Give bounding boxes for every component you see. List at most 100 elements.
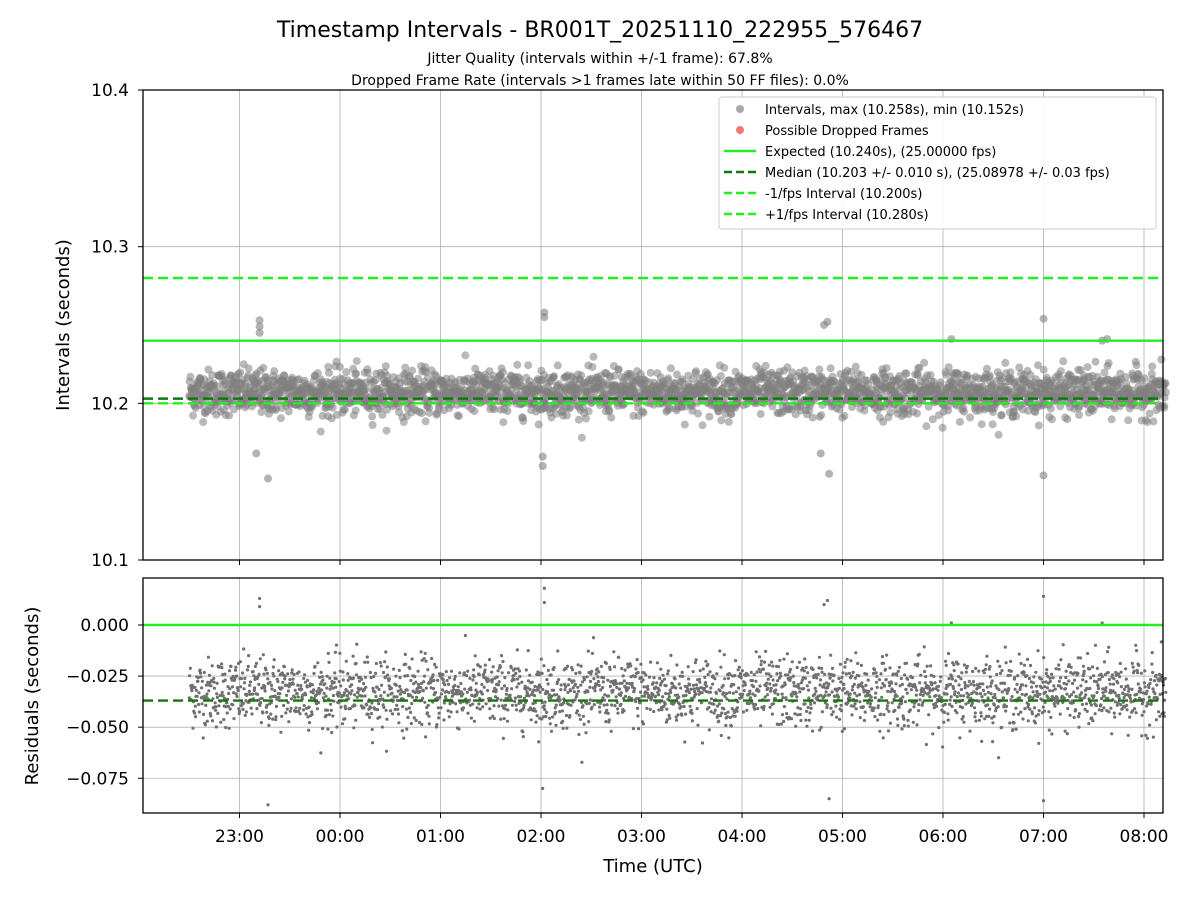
residual-point (324, 713, 328, 717)
residual-point (857, 674, 861, 678)
residual-point (858, 716, 862, 720)
residual-point (592, 703, 596, 707)
residual-point (688, 704, 692, 708)
residual-point (771, 678, 775, 682)
residual-point (364, 685, 368, 690)
residual-point (740, 695, 744, 699)
residual-point (518, 674, 522, 679)
residual-point (977, 699, 981, 703)
residual-point (302, 676, 306, 681)
residual-point (829, 706, 833, 710)
residual-point (265, 710, 269, 714)
residual-point (783, 683, 787, 687)
residual-point (895, 673, 899, 677)
residual-point (310, 683, 315, 687)
residual-point (858, 700, 862, 704)
interval-point (328, 403, 337, 412)
residual-point (1048, 676, 1052, 680)
residual-point (1047, 728, 1051, 732)
residual-point (736, 668, 740, 672)
interval-point (1056, 367, 1065, 376)
residual-point (761, 667, 766, 671)
residual-point (635, 696, 639, 701)
interval-point (550, 372, 559, 381)
residual-point (619, 691, 623, 695)
residual-point (215, 681, 219, 685)
residual-point (452, 677, 457, 681)
residual-point (588, 685, 592, 689)
residual-point (491, 714, 495, 718)
residual-point (993, 696, 997, 700)
residual-point (340, 722, 345, 726)
residual-point (902, 717, 906, 721)
residual-point (278, 692, 282, 696)
residual-point (1057, 663, 1061, 667)
residual-point (517, 669, 522, 673)
interval-point (1034, 421, 1043, 430)
residual-point (739, 676, 743, 680)
residual-point (274, 718, 278, 722)
residual-point (433, 690, 437, 695)
residual-point (838, 717, 842, 721)
residual-point (434, 725, 439, 729)
residual-point (209, 684, 213, 688)
residual-point (259, 721, 263, 725)
residual-point (441, 673, 445, 677)
interval-point (1091, 357, 1100, 366)
residual-point (759, 659, 764, 663)
residual-point (1053, 704, 1057, 708)
interval-point (213, 382, 222, 391)
residual-point (932, 706, 936, 710)
residual-point (444, 670, 448, 674)
residual-point (267, 716, 271, 721)
residual-point (897, 705, 901, 709)
interval-point (368, 421, 377, 429)
residual-point (689, 708, 693, 712)
residual-point (277, 695, 281, 700)
residual-point (220, 666, 224, 670)
residual-point (243, 676, 247, 681)
residual-point (798, 712, 802, 717)
residual-point (1018, 696, 1022, 700)
residual-point (807, 718, 811, 722)
residual-point (498, 665, 502, 669)
residual-point (803, 676, 808, 680)
residual-point (455, 710, 459, 714)
residual-point (202, 670, 206, 675)
residual-point (191, 726, 195, 730)
residual-point (200, 679, 204, 683)
residual-point (804, 718, 808, 722)
residual-point (560, 709, 565, 713)
residual-point (897, 665, 902, 669)
residual-point (319, 688, 324, 692)
residual-point (853, 676, 858, 680)
residual-point (576, 663, 580, 667)
residual-point (537, 740, 541, 744)
residual-point (396, 707, 400, 711)
residual-point (556, 649, 560, 653)
residual-point (472, 668, 476, 672)
residual-point (373, 690, 377, 694)
residual-point (928, 695, 932, 699)
residual-point (780, 692, 784, 696)
residual-point (838, 662, 843, 666)
residual-point (294, 706, 298, 710)
residual-point (615, 685, 619, 690)
residual-point (1036, 712, 1040, 717)
top-interval-points (185, 308, 1170, 483)
residual-point (820, 666, 824, 671)
residual-point (579, 683, 583, 687)
residual-point (915, 723, 919, 727)
residual-point (997, 756, 1001, 760)
residual-point (958, 736, 962, 740)
residual-point (706, 662, 710, 667)
residual-point (748, 689, 752, 693)
residual-point (722, 707, 726, 711)
residual-point (632, 689, 636, 693)
residual-point (604, 711, 608, 715)
residual-point (588, 679, 593, 684)
residual-point (1010, 699, 1014, 703)
interval-point (272, 404, 280, 413)
residual-point (483, 663, 487, 667)
